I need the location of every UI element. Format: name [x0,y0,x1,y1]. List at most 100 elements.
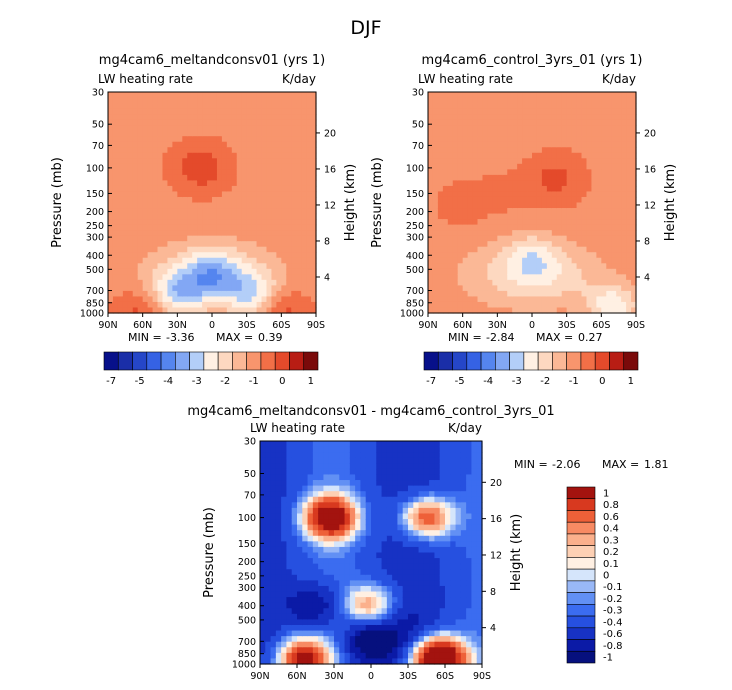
field-cell [532,180,538,187]
field-cell [423,630,430,637]
field-cell [202,196,208,204]
field-cell [386,491,393,498]
field-cell [392,597,399,604]
field-cell [197,185,203,193]
field-cell [365,647,372,654]
field-cell [413,630,420,637]
field-cell [517,268,523,275]
pressure-tick-label: 400 [86,251,104,262]
field-cell [541,274,548,281]
field-cell [231,152,238,159]
field-cell [472,285,479,292]
field-cell [281,613,288,620]
field-cell [334,546,340,554]
field-cell [591,92,597,99]
field-cell [365,563,372,570]
field-cell [202,285,208,292]
field-cell [408,630,414,637]
field-cell [241,103,248,110]
field-cell [556,224,563,231]
field-cell [467,213,474,220]
field-cell [581,224,588,231]
field-cell [566,307,573,314]
field-cell [512,130,518,137]
field-cell [177,279,183,286]
field-cell [311,208,317,215]
field-cell [522,141,528,148]
field-cell [112,307,119,314]
field-cell [271,130,277,137]
field-cell [626,92,632,99]
field-cell [467,219,474,226]
field-cell [291,263,297,270]
field-cell [434,546,441,554]
lat-tick-label: 0 [529,320,535,331]
field-cell [397,569,404,576]
field-cell [323,457,330,464]
field-cell [408,468,414,476]
field-cell [631,92,637,99]
field-cell [212,103,218,110]
field-cell [216,290,223,298]
field-cell [418,602,425,609]
field-cell [112,208,119,215]
field-cell [561,279,568,286]
field-cell [507,246,513,253]
field-cell [551,202,558,209]
field-cell [167,174,173,182]
field-cell [202,114,208,121]
field-cell [147,103,154,110]
field-cell [147,208,154,215]
field-cell [197,208,203,215]
field-cell [381,530,388,537]
field-cell [581,152,588,159]
field-cell [147,158,154,165]
field-cell [381,630,388,637]
field-cell [270,524,277,531]
field-cell [291,97,297,104]
field-cell [261,279,268,286]
field-cell [246,136,253,143]
field-cell [221,185,228,193]
field-cell [386,569,393,576]
field-cell [187,92,193,99]
field-cell [447,97,454,104]
field-cell [256,196,263,204]
field-cell [302,507,309,515]
field-cell [413,602,420,609]
field-cell [302,608,309,615]
field-cell [167,158,173,165]
field-cell [197,252,203,259]
field-cell [527,219,533,226]
field-cell [270,535,277,542]
field-cell [561,185,568,193]
field-cell [117,180,124,187]
field-cell [207,268,213,275]
field-cell [226,252,233,259]
field-cell [349,580,356,587]
field-cell [297,480,303,487]
field-cell [561,191,568,198]
field-cell [221,125,228,132]
field-cell [172,208,178,215]
field-cell [371,563,377,570]
field-cell [256,296,263,303]
field-cell [281,585,288,593]
field-cell [541,279,548,286]
field-cell [561,196,568,204]
field-cell [492,130,498,137]
field-cell [122,191,129,198]
field-cell [157,141,164,148]
field-cell [108,169,114,176]
field-cell [216,268,223,275]
field-cell [439,441,446,448]
field-cell [437,202,444,209]
field-cell [423,563,430,570]
field-cell [507,296,513,303]
field-cell [432,301,439,309]
field-cell [522,290,528,298]
field-cell [291,580,298,587]
field-cell [216,257,223,264]
field-cell [265,463,272,470]
field-cell [260,580,266,587]
